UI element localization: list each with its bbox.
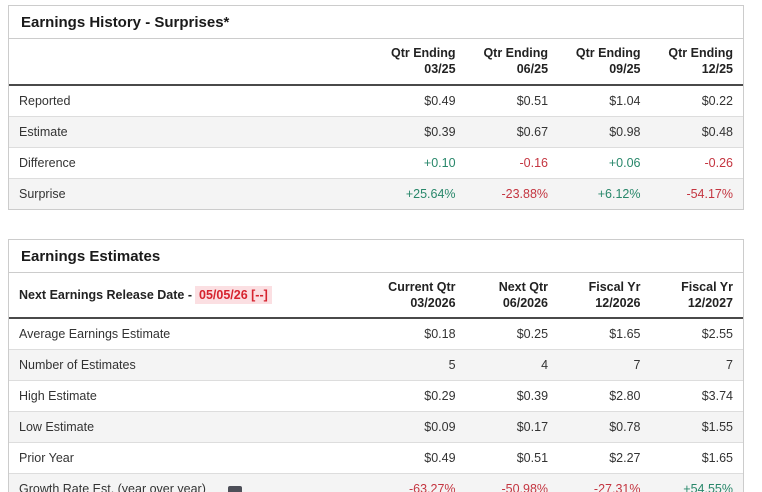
column-header: Next Qtr 06/2026 bbox=[465, 272, 559, 319]
cell-value: $1.65 bbox=[650, 442, 743, 474]
cell-value: 5 bbox=[373, 349, 466, 381]
cell-value: -0.26 bbox=[650, 146, 743, 178]
column-period: Fiscal Yr bbox=[588, 279, 641, 294]
cell-value: +25.64% bbox=[373, 177, 466, 209]
cell-value: $0.67 bbox=[465, 115, 559, 147]
cell-value: -63.27% bbox=[373, 473, 466, 492]
cell-value: -0.16 bbox=[465, 146, 559, 178]
row-label: Prior Year bbox=[9, 442, 374, 474]
column-period: Qtr Ending bbox=[668, 46, 733, 60]
cell-value: -27.31% bbox=[558, 473, 651, 492]
row-label: Reported bbox=[19, 93, 71, 108]
earnings-history-table: Qtr Ending 03/25 Qtr Ending 06/25 Qtr En… bbox=[9, 39, 743, 209]
earnings-history-title: Earnings History - Surprises* bbox=[9, 6, 743, 39]
column-period: Fiscal Yr bbox=[681, 279, 733, 294]
cell-value: $0.18 bbox=[424, 327, 456, 341]
cell-value: $0.51 bbox=[516, 93, 549, 108]
header-row: Next Earnings Release Date -05/05/26 [--… bbox=[9, 272, 743, 319]
column-header: Fiscal Yr 12/2027 bbox=[650, 272, 743, 319]
column-date: 03/25 bbox=[424, 62, 456, 77]
column-period: Qtr Ending bbox=[575, 46, 641, 60]
row-label: High Estimate bbox=[9, 380, 374, 412]
column-header: Current Qtr 03/2026 bbox=[373, 272, 466, 319]
cell-value: $0.39 bbox=[465, 380, 559, 412]
cell-value: $0.49 bbox=[424, 93, 456, 108]
table-row: Prior Year $0.49 $0.51 $2.27 $1.65 bbox=[9, 442, 743, 474]
cell-value: +54.55% bbox=[650, 473, 743, 492]
earnings-estimates-panel: Earnings Estimates Next Earnings Release… bbox=[8, 238, 744, 492]
column-header: Qtr Ending 09/25 bbox=[558, 39, 651, 86]
cell-value: $2.80 bbox=[558, 380, 651, 412]
cell-value: $0.48 bbox=[650, 115, 743, 147]
release-date-value: 05/05/26 [--] bbox=[195, 285, 272, 304]
column-period: Current Qtr bbox=[388, 279, 456, 294]
column-date: 12/2027 bbox=[687, 295, 733, 310]
column-period: Qtr Ending bbox=[483, 46, 549, 60]
column-header: Qtr Ending 03/25 bbox=[373, 39, 466, 86]
clipped-bottom-element bbox=[228, 486, 242, 492]
cell-value: $1.55 bbox=[650, 411, 743, 443]
cell-value: +0.10 bbox=[373, 146, 466, 178]
cell-value: $1.65 bbox=[609, 327, 641, 341]
cell-value: $0.17 bbox=[465, 411, 559, 443]
cell-value: $0.39 bbox=[373, 115, 466, 147]
cell-value: 7 bbox=[650, 349, 743, 381]
table-row: Difference +0.10 -0.16 +0.06 -0.26 bbox=[9, 146, 743, 178]
row-label: Growth Rate Est. (year over year) bbox=[9, 473, 374, 492]
table-row: High Estimate $0.29 $0.39 $2.80 $3.74 bbox=[9, 380, 743, 412]
row-label: Average Earnings Estimate bbox=[19, 327, 171, 341]
column-date: 03/2026 bbox=[410, 295, 456, 310]
header-row: Qtr Ending 03/25 Qtr Ending 06/25 Qtr En… bbox=[9, 39, 743, 86]
earnings-estimates-title: Earnings Estimates bbox=[9, 240, 743, 273]
cell-value: -50.98% bbox=[465, 473, 559, 492]
row-label: Low Estimate bbox=[9, 411, 374, 443]
cell-value: $2.27 bbox=[558, 442, 651, 474]
table-row: Growth Rate Est. (year over year) -63.27… bbox=[9, 473, 743, 492]
row-label: Difference bbox=[9, 146, 374, 178]
cell-value: -23.88% bbox=[465, 177, 559, 209]
column-date: 09/25 bbox=[609, 62, 641, 77]
cell-value: $0.09 bbox=[373, 411, 466, 443]
table-row: Reported $0.49 $0.51 $1.04 $0.22 bbox=[9, 85, 743, 117]
cell-value: $0.22 bbox=[701, 93, 733, 108]
cell-value: $0.49 bbox=[373, 442, 466, 474]
cell-value: $2.55 bbox=[701, 327, 733, 341]
row-label: Surprise bbox=[9, 177, 374, 209]
row-label: Estimate bbox=[9, 115, 374, 147]
column-header: Qtr Ending 12/25 bbox=[650, 39, 743, 86]
empty-header-cell bbox=[9, 39, 374, 86]
release-date-label: Next Earnings Release Date - bbox=[19, 287, 192, 302]
column-period: Qtr Ending bbox=[390, 46, 456, 60]
cell-value: $0.78 bbox=[558, 411, 651, 443]
column-date: 12/25 bbox=[701, 62, 733, 77]
row-label: Number of Estimates bbox=[9, 349, 374, 381]
table-row: Number of Estimates 5 4 7 7 bbox=[9, 349, 743, 381]
table-row: Estimate $0.39 $0.67 $0.98 $0.48 bbox=[9, 115, 743, 147]
cell-value: 7 bbox=[558, 349, 651, 381]
earnings-history-panel: Earnings History - Surprises* Qtr Ending… bbox=[8, 5, 744, 210]
earnings-estimates-table: Next Earnings Release Date -05/05/26 [--… bbox=[9, 272, 743, 492]
cell-value: +0.06 bbox=[558, 146, 651, 178]
cell-value: $0.29 bbox=[373, 380, 466, 412]
column-date: 12/2026 bbox=[595, 295, 641, 310]
cell-value: -54.17% bbox=[650, 177, 743, 209]
cell-value: +6.12% bbox=[558, 177, 651, 209]
cell-value: 4 bbox=[465, 349, 559, 381]
column-date: 06/2026 bbox=[502, 295, 549, 310]
cell-value: $1.04 bbox=[609, 93, 641, 108]
column-period: Next Qtr bbox=[498, 279, 549, 294]
column-date: 06/25 bbox=[516, 62, 549, 77]
cell-value: $0.51 bbox=[465, 442, 559, 474]
table-row: Average Earnings Estimate $0.18 $0.25 $1… bbox=[9, 318, 743, 350]
column-header: Fiscal Yr 12/2026 bbox=[558, 272, 651, 319]
cell-value: $3.74 bbox=[650, 380, 743, 412]
table-row: Low Estimate $0.09 $0.17 $0.78 $1.55 bbox=[9, 411, 743, 443]
column-header: Qtr Ending 06/25 bbox=[465, 39, 559, 86]
next-earnings-release-cell: Next Earnings Release Date -05/05/26 [--… bbox=[9, 272, 374, 319]
cell-value: $0.25 bbox=[516, 327, 549, 341]
cell-value: $0.98 bbox=[558, 115, 651, 147]
table-row: Surprise +25.64% -23.88% +6.12% -54.17% bbox=[9, 177, 743, 209]
